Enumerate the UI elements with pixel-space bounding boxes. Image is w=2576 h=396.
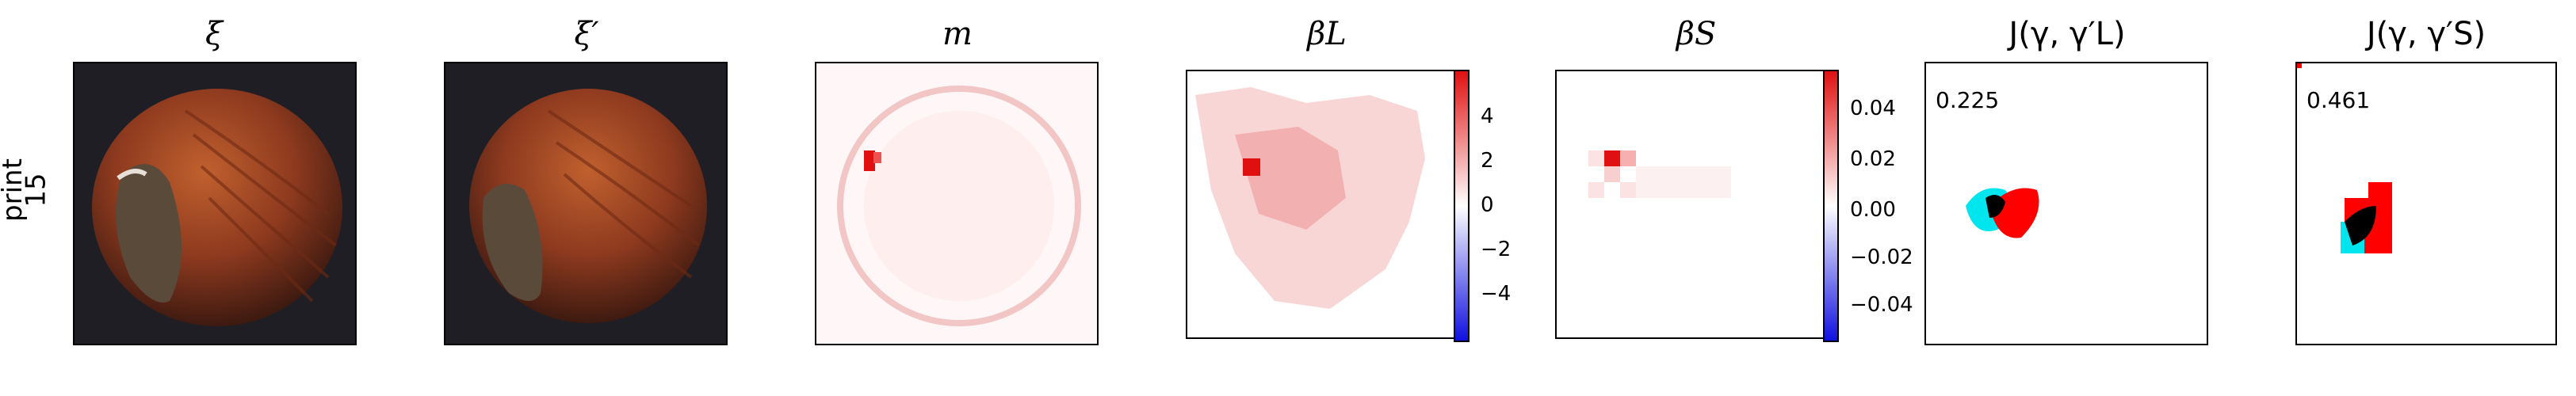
colorbar-tick: 2 — [1481, 149, 1494, 173]
jaccard-score-s: 0.461 — [2307, 87, 2371, 113]
colorbar-tick: −2 — [1481, 238, 1512, 261]
colorbar-tick: 0.00 — [1850, 198, 1896, 222]
image-xi — [73, 62, 357, 345]
colorbar-tick: 0 — [1481, 193, 1494, 217]
panel-title-beta-l: βL — [1307, 16, 1347, 52]
colorbar-tick: −0.04 — [1850, 293, 1913, 317]
panel-title-j-s: J(γ, γ′S) — [2366, 16, 2486, 52]
overlay-j-l — [1924, 62, 2208, 345]
panel-title-beta-s: βS — [1676, 16, 1717, 52]
jaccard-score-l: 0.225 — [1936, 87, 2000, 113]
colorbar-tick: −0.02 — [1850, 246, 1913, 269]
colorbar-beta-s — [1823, 70, 1839, 342]
jaccard-overlay-l — [1966, 188, 2039, 238]
jaccard-overlay-s — [2297, 63, 2392, 253]
colorbar-beta-l — [1454, 70, 1470, 342]
panel-title-m: m — [942, 16, 973, 52]
row-label: print 15 — [0, 158, 52, 253]
heatmap-beta-s — [1555, 70, 1825, 339]
beta-l-heatmap — [1195, 87, 1425, 309]
panel-title-j-l: J(γ, γ′L) — [2008, 16, 2126, 52]
colorbar-tick: −4 — [1481, 282, 1512, 306]
heatmap-beta-l — [1186, 70, 1455, 339]
colorbar-tick: 0.02 — [1850, 147, 1896, 171]
beta-s-heatmap — [1588, 150, 1731, 198]
mask-heatmap — [837, 86, 1081, 326]
overlay-j-s — [2295, 62, 2557, 345]
colorbar-tick: 0.04 — [1850, 97, 1896, 120]
panel-title-xi-prime: ξ′ — [574, 16, 599, 52]
image-xi-prime — [444, 62, 728, 345]
panel-title-xi: ξ — [204, 16, 224, 52]
hazelnut-image — [92, 89, 342, 326]
image-m — [815, 62, 1099, 345]
hazelnut-image-2 — [469, 89, 707, 323]
row-label-line2: 15 — [20, 173, 52, 208]
colorbar-tick: 4 — [1481, 105, 1494, 128]
